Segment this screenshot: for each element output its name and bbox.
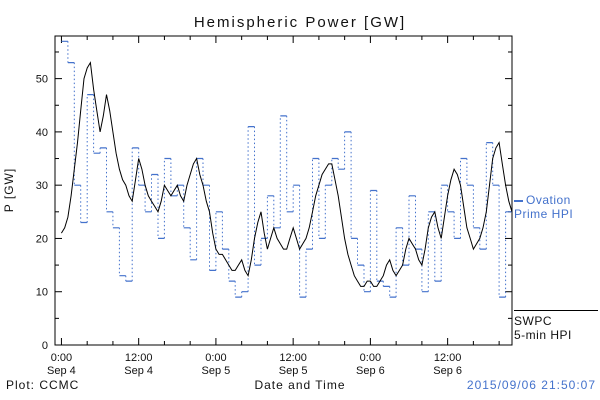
- legend-ovation-label-line1: Ovation: [526, 193, 571, 207]
- legend-ovation: Ovation Prime HPI: [514, 193, 573, 221]
- plot-credit: Plot: CCMC: [6, 378, 80, 392]
- x-tick-date-label: Sep 4: [124, 365, 153, 377]
- x-tick-time-label: 12:00: [434, 352, 462, 364]
- x-tick-date-label: Sep 6: [433, 365, 462, 377]
- x-tick-date-label: Sep 5: [202, 365, 231, 377]
- chart-title: Hemispheric Power [GW]: [193, 14, 407, 31]
- y-tick-label: 30: [36, 180, 48, 192]
- legend-swpc: SWPC 5-min HPI: [514, 310, 598, 342]
- ovation-step-connectors: [67, 41, 507, 298]
- x-tick-time-label: 0:00: [205, 352, 226, 364]
- ovation-line-sample-icon: [514, 199, 523, 202]
- x-tick-date-label: Sep 4: [47, 365, 76, 377]
- swpc-line: [60, 61, 513, 287]
- x-tick-date-label: Sep 6: [356, 365, 385, 377]
- y-axis-label: P [GW]: [2, 167, 16, 213]
- y-tick-label: 20: [36, 233, 48, 245]
- ovation-step-line: [61, 40, 512, 298]
- axis-box: [54, 35, 513, 346]
- y-tick-label: 10: [36, 287, 48, 299]
- swpc-line-sample-icon: [514, 310, 598, 311]
- x-tick-date-label: Sep 5: [279, 365, 308, 377]
- legend-swpc-label-line2: 5-min HPI: [514, 328, 572, 342]
- y-tick-label: 0: [42, 340, 48, 352]
- x-tick-time-label: 12:00: [279, 352, 307, 364]
- x-tick-time-label: 12:00: [125, 352, 153, 364]
- y-tick-label: 50: [36, 74, 48, 86]
- x-axis-label: Date and Time: [254, 378, 346, 392]
- x-tick-time-label: 0:00: [51, 352, 72, 364]
- y-tick-label: 40: [36, 127, 48, 139]
- x-tick-time-label: 0:00: [360, 352, 381, 364]
- plot-timestamp: 2015/09/06 21:50:07: [466, 378, 596, 392]
- legend-swpc-label-line1: SWPC: [514, 314, 552, 328]
- legend-ovation-label-line2: Prime HPI: [514, 207, 574, 221]
